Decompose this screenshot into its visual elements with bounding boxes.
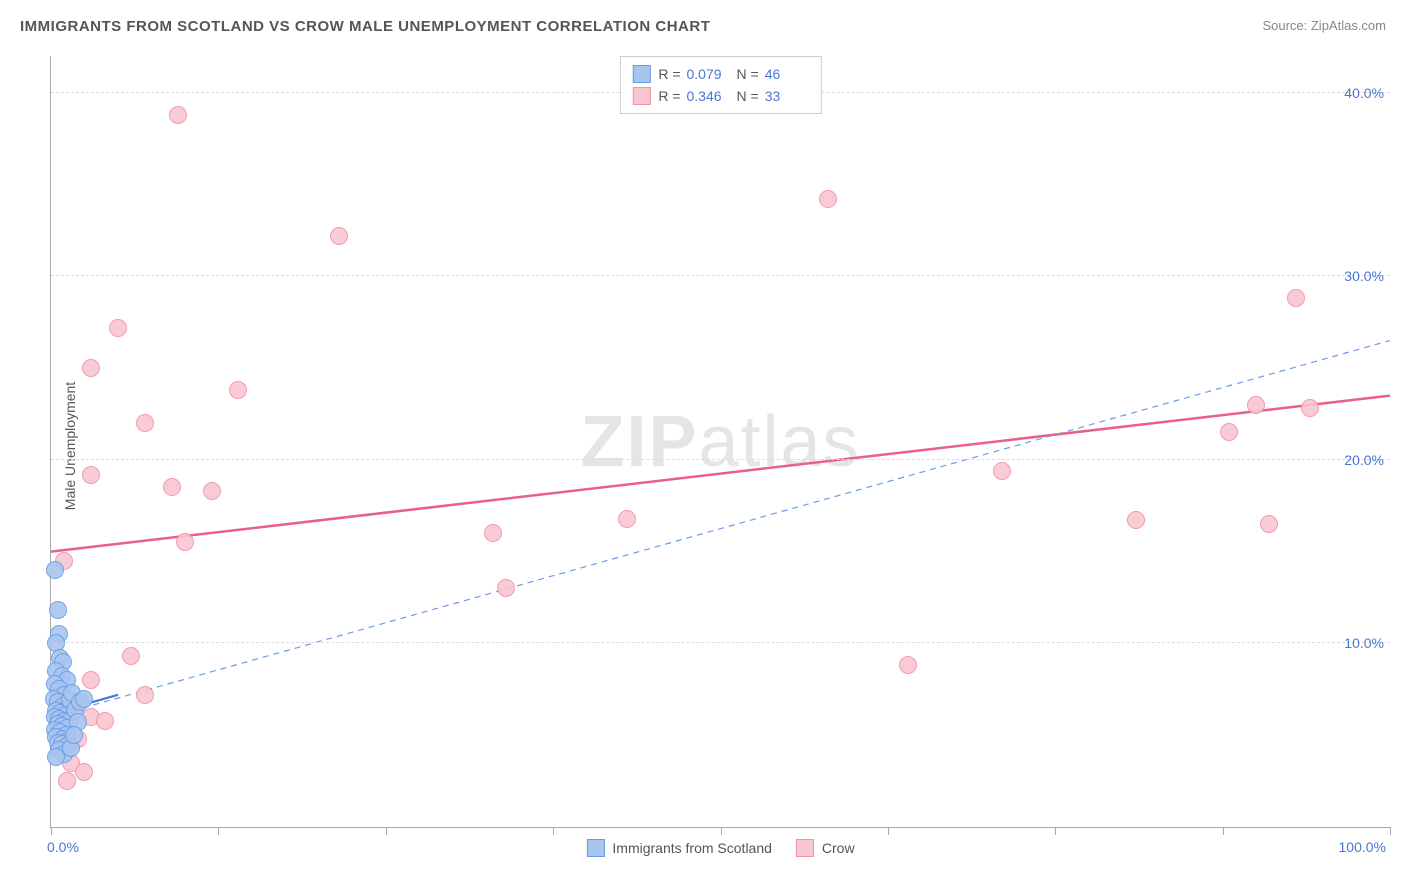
x-tick — [1223, 827, 1224, 835]
legend-item-pink: Crow — [796, 839, 855, 857]
x-tick — [721, 827, 722, 835]
swatch-pink-icon — [796, 839, 814, 857]
x-tick — [888, 827, 889, 835]
pink-point — [58, 772, 76, 790]
x-tick — [1055, 827, 1056, 835]
y-tick-label: 40.0% — [1344, 85, 1384, 101]
legend-row-pink: R = 0.346 N = 33 — [632, 85, 808, 107]
pink-point — [229, 381, 247, 399]
source-link[interactable]: ZipAtlas.com — [1311, 18, 1386, 33]
legend-label-pink: Crow — [822, 840, 855, 856]
pink-point — [1127, 511, 1145, 529]
pink-point — [136, 686, 154, 704]
blue-point — [65, 726, 83, 744]
pink-point — [109, 319, 127, 337]
x-tick — [553, 827, 554, 835]
blue-point — [75, 690, 93, 708]
pink-point — [163, 478, 181, 496]
legend-label-blue: Immigrants from Scotland — [612, 840, 772, 856]
y-tick-label: 20.0% — [1344, 452, 1384, 468]
pink-point — [497, 579, 515, 597]
x-tick — [1390, 827, 1391, 835]
y-tick-label: 10.0% — [1344, 635, 1384, 651]
pink-point — [203, 482, 221, 500]
pink-point — [1247, 396, 1265, 414]
pink-point — [1301, 399, 1319, 417]
pink-point — [1220, 423, 1238, 441]
pink-point — [993, 462, 1011, 480]
pink-point — [176, 533, 194, 551]
pink-point — [169, 106, 187, 124]
swatch-blue — [632, 65, 650, 83]
x-tick — [386, 827, 387, 835]
pink-point — [899, 656, 917, 674]
trendlines — [51, 56, 1390, 827]
legend-stats: R = 0.079 N = 46 R = 0.346 N = 33 — [619, 56, 821, 114]
pink-point — [1260, 515, 1278, 533]
pink-point — [484, 524, 502, 542]
pink-point — [1287, 289, 1305, 307]
chart-plot-area: ZIPatlas R = 0.079 N = 46 R = 0.346 N = … — [50, 56, 1390, 828]
legend-series: Immigrants from Scotland Crow — [586, 839, 854, 857]
pink-point — [819, 190, 837, 208]
x-min-label: 0.0% — [47, 839, 79, 855]
x-tick — [218, 827, 219, 835]
pink-point — [136, 414, 154, 432]
legend-row-blue: R = 0.079 N = 46 — [632, 63, 808, 85]
source-attribution: Source: ZipAtlas.com — [1262, 18, 1386, 33]
pink-point — [122, 647, 140, 665]
pink-point — [618, 510, 636, 528]
pink-point — [75, 763, 93, 781]
x-tick — [51, 827, 52, 835]
gridline — [51, 459, 1390, 460]
chart-title: IMMIGRANTS FROM SCOTLAND VS CROW MALE UN… — [20, 18, 710, 35]
gridline — [51, 275, 1390, 276]
pink-point — [82, 359, 100, 377]
swatch-blue-icon — [586, 839, 604, 857]
pink-point — [330, 227, 348, 245]
legend-item-blue: Immigrants from Scotland — [586, 839, 772, 857]
gridline — [51, 642, 1390, 643]
pink-point — [96, 712, 114, 730]
x-max-label: 100.0% — [1339, 839, 1386, 855]
pink-point — [82, 466, 100, 484]
pink-point — [82, 671, 100, 689]
blue-point — [46, 561, 64, 579]
blue-point — [49, 601, 67, 619]
watermark: ZIPatlas — [580, 401, 860, 483]
swatch-pink — [632, 87, 650, 105]
y-tick-label: 30.0% — [1344, 268, 1384, 284]
